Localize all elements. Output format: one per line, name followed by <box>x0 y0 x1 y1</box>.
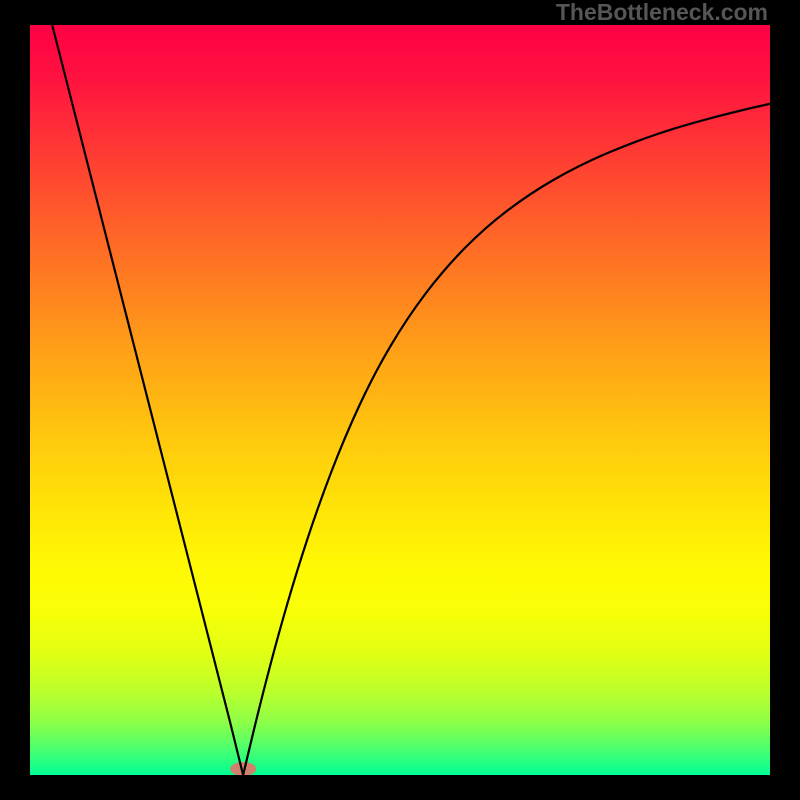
frame-bottom <box>0 775 800 800</box>
chart-svg <box>30 25 770 775</box>
frame-left <box>0 0 30 800</box>
curve-right-branch <box>243 104 770 775</box>
curve-left-branch <box>52 25 243 775</box>
plot-area <box>30 25 770 775</box>
watermark-text: TheBottleneck.com <box>556 0 768 26</box>
frame-right <box>770 0 800 800</box>
